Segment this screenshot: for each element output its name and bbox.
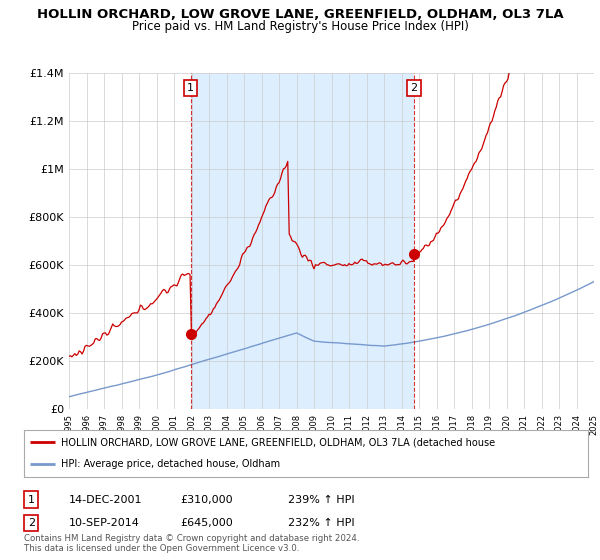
- Text: 1: 1: [28, 494, 35, 505]
- Text: HPI: Average price, detached house, Oldham: HPI: Average price, detached house, Oldh…: [61, 459, 280, 469]
- Text: 239% ↑ HPI: 239% ↑ HPI: [288, 494, 355, 505]
- Text: £310,000: £310,000: [180, 494, 233, 505]
- Text: HOLLIN ORCHARD, LOW GROVE LANE, GREENFIELD, OLDHAM, OL3 7LA: HOLLIN ORCHARD, LOW GROVE LANE, GREENFIE…: [37, 8, 563, 21]
- Text: 2: 2: [410, 83, 418, 93]
- Text: Contains HM Land Registry data © Crown copyright and database right 2024.
This d: Contains HM Land Registry data © Crown c…: [24, 534, 359, 553]
- Text: 232% ↑ HPI: 232% ↑ HPI: [288, 518, 355, 528]
- Text: 1: 1: [187, 83, 194, 93]
- Text: Price paid vs. HM Land Registry's House Price Index (HPI): Price paid vs. HM Land Registry's House …: [131, 20, 469, 33]
- Bar: [191, 73, 414, 409]
- Text: 2: 2: [28, 518, 35, 528]
- Text: £645,000: £645,000: [180, 518, 233, 528]
- Text: HOLLIN ORCHARD, LOW GROVE LANE, GREENFIELD, OLDHAM, OL3 7LA (detached house: HOLLIN ORCHARD, LOW GROVE LANE, GREENFIE…: [61, 437, 495, 447]
- Text: 10-SEP-2014: 10-SEP-2014: [69, 518, 140, 528]
- Text: 14-DEC-2001: 14-DEC-2001: [69, 494, 143, 505]
